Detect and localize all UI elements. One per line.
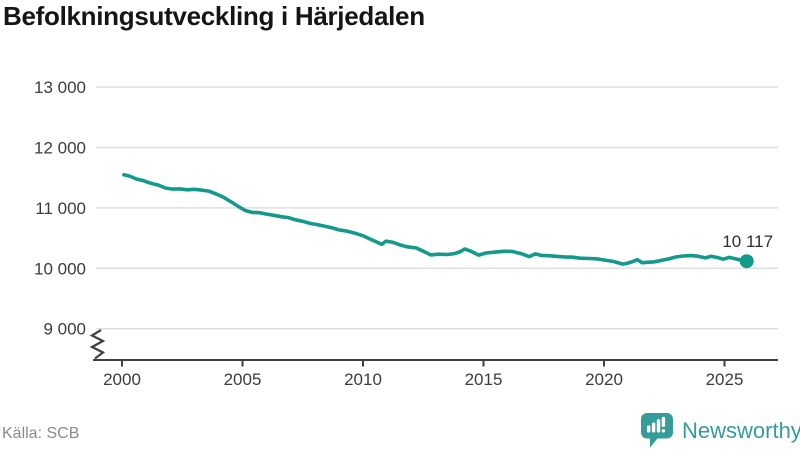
y-axis-labels: 13 000 12 000 11 000 10 000 9 000 [34,78,86,339]
y-tick-label: 9 000 [43,320,86,339]
population-line [122,173,749,266]
y-tick-label: 11 000 [35,199,86,218]
y-tick-label: 13 000 [34,78,86,97]
newsworthy-wordmark: Newsworthy [682,417,800,443]
source-note: Källa: SCB [2,425,80,442]
x-tick-label: 2010 [344,370,382,389]
x-tick-label: 2000 [103,370,141,389]
y-tick-label: 12 000 [34,139,86,158]
newsworthy-speech-bubble-icon [641,413,673,448]
x-tick-label: 2005 [224,370,262,389]
x-tick-label: 2015 [465,370,503,389]
latest-value-label: 10 117 [722,232,773,251]
chart-title: Befolkningsutveckling i Härjedalen [3,1,425,31]
gridlines [96,86,778,330]
x-axis: 2000 2005 2010 2015 2020 2025 [93,359,778,389]
x-tick-label: 2025 [706,370,744,389]
newsworthy-logo: Newsworthy [640,412,800,449]
y-tick-label: 10 000 [34,259,86,278]
latest-value-dot [739,254,754,269]
bar-chart-glyph [647,416,666,433]
axis-break-icon [89,329,106,360]
x-tick-label: 2020 [585,370,623,389]
